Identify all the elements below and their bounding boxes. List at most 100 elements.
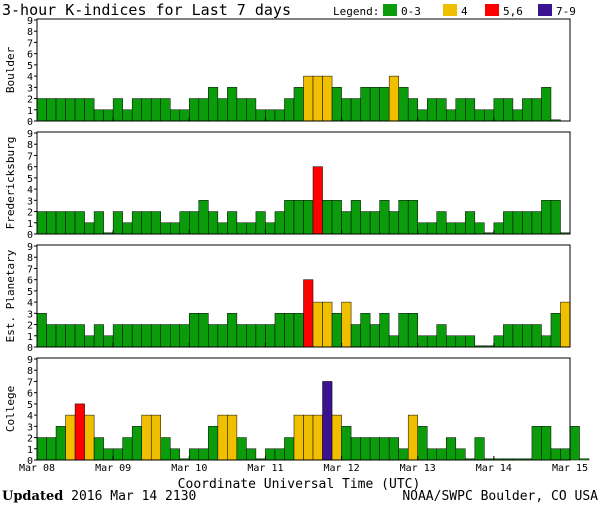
- k-bar: [369, 87, 380, 122]
- k-bar: [236, 222, 247, 235]
- k-bar: [426, 98, 438, 122]
- k-bar: [74, 324, 85, 348]
- k-bar: [455, 222, 466, 235]
- k-bar: [407, 414, 418, 461]
- k-bar: [103, 109, 114, 122]
- y-tick-label: 6: [27, 163, 33, 174]
- k-bar: [46, 437, 57, 461]
- k-bar: [179, 211, 190, 235]
- k-bar: [122, 222, 133, 235]
- k-bar: [284, 98, 295, 122]
- k-bar: [150, 98, 161, 122]
- k-bar: [388, 437, 399, 461]
- k-bar: [484, 109, 495, 122]
- k-bar: [265, 448, 276, 461]
- y-tick-label: 6: [27, 50, 33, 61]
- k-bar: [474, 222, 485, 235]
- k-bar: [493, 222, 504, 235]
- y-tick-label: 5: [27, 287, 33, 298]
- k-bar: [122, 324, 133, 348]
- k-bar: [160, 437, 171, 461]
- y-tick-label: 3: [27, 83, 33, 94]
- k-bar: [74, 211, 85, 235]
- k-bar: [179, 324, 190, 348]
- k-bar: [322, 200, 333, 235]
- k-bar: [312, 166, 323, 235]
- k-bar: [303, 279, 314, 348]
- y-tick-label: 9: [27, 242, 33, 253]
- k-bar: [55, 426, 66, 461]
- station-label: Est. Planetary: [4, 249, 17, 342]
- y-tick-label: 7: [27, 151, 33, 162]
- k-bar: [522, 324, 533, 348]
- k-bar: [293, 87, 304, 122]
- k-bar: [131, 211, 142, 235]
- k-bar: [236, 98, 247, 122]
- k-bar: [46, 98, 57, 122]
- k-bar: [341, 301, 352, 348]
- k-bar: [170, 324, 181, 348]
- y-tick-label: 7: [27, 264, 33, 275]
- k-bar: [198, 200, 209, 235]
- k-bar: [531, 426, 542, 461]
- k-bar: [84, 335, 95, 348]
- k-bar: [198, 313, 209, 348]
- x-tick-label: Mar 10: [171, 463, 207, 474]
- k-bar: [84, 222, 95, 235]
- k-bar: [150, 324, 161, 348]
- panel-frame: [36, 18, 571, 122]
- k-bar: [303, 414, 314, 461]
- panel-frame: [36, 244, 571, 348]
- k-bar: [284, 200, 295, 235]
- k-bar: [541, 200, 552, 235]
- y-tick-label: 3: [27, 422, 33, 433]
- k-bar: [189, 448, 200, 461]
- k-bar: [522, 98, 533, 122]
- k-bar: [465, 335, 476, 348]
- k-bar: [74, 403, 85, 461]
- k-bar: [246, 448, 257, 461]
- k-bar: [331, 87, 342, 122]
- k-bar: [417, 426, 428, 461]
- k-bar: [369, 324, 380, 348]
- k-bar: [65, 324, 76, 348]
- k-bar: [170, 448, 181, 461]
- k-bar: [426, 335, 438, 348]
- k-bar: [436, 324, 447, 348]
- k-bar: [360, 313, 371, 348]
- k-bar: [531, 211, 542, 235]
- y-tick-label: 4: [27, 72, 33, 83]
- k-bar: [131, 98, 142, 122]
- k-bar: [65, 98, 76, 122]
- k-bar: [93, 437, 104, 461]
- k-bar: [217, 324, 228, 348]
- k-bar: [522, 211, 533, 235]
- k-bar: [189, 98, 200, 122]
- k-bar: [293, 200, 304, 235]
- panels: Boulder0123456789Fredericksburg012345678…: [4, 16, 590, 467]
- k-bar: [446, 222, 457, 235]
- y-tick-label: 2: [27, 95, 33, 106]
- k-bar: [379, 313, 390, 348]
- k-bar: [303, 200, 314, 235]
- y-tick-label: 8: [27, 366, 33, 377]
- updated-stamp: Updated 2016 Mar 14 2130: [2, 489, 196, 504]
- y-tick-label: 3: [27, 309, 33, 320]
- k-bar: [198, 448, 209, 461]
- k-bar: [103, 335, 114, 348]
- x-axis: Mar 08 Mar 09 Mar 10 Mar 11 Mar 12 Mar 13 Mar …: [19, 463, 588, 474]
- k-bar: [398, 313, 409, 348]
- y-tick-label: 9: [27, 16, 33, 27]
- k-bar: [398, 200, 409, 235]
- y-tick-label: 3: [27, 196, 33, 207]
- station-label: Fredericksburg: [4, 137, 17, 230]
- k-bar: [65, 211, 76, 235]
- station-label: College: [4, 386, 17, 432]
- k-bar: [350, 324, 361, 348]
- x-tick-label: Mar 14: [476, 463, 512, 474]
- y-tick-label: 8: [27, 140, 33, 151]
- station-label: Boulder: [4, 46, 17, 93]
- k-bar: [341, 98, 352, 122]
- k-bar: [312, 75, 323, 122]
- k-bar: [493, 335, 504, 348]
